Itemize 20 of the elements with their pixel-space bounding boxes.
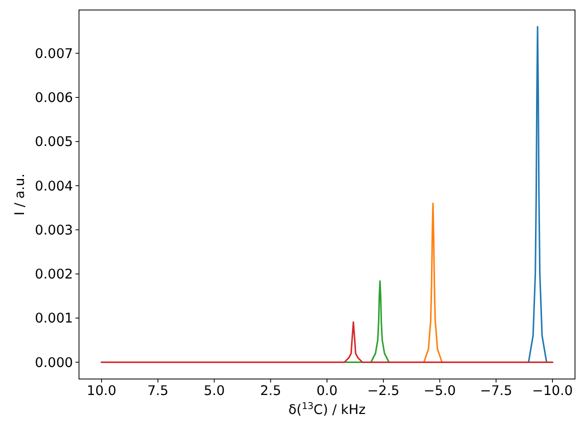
y-tick-label: 0.000 [34, 356, 73, 371]
x-tick-label: 5.0 [204, 384, 225, 399]
line-series [100, 321, 554, 363]
y-tick-label: 0.001 [34, 312, 73, 327]
x-tick-label: 0.0 [316, 384, 338, 399]
x-axis-title: δ($^{13}$C) / kHz [288, 400, 366, 418]
x-tick-label: −5.0 [424, 384, 456, 399]
y-tick-label: 0.004 [34, 179, 73, 194]
y-tick-label: 0.007 [34, 46, 73, 62]
x-tick-label: −2.5 [367, 384, 400, 399]
y-tick-label: 0.005 [34, 135, 73, 150]
x-tick-label: 7.5 [147, 384, 168, 399]
y-tick-label: 0.002 [34, 268, 73, 283]
x-tick-label: −10.0 [532, 384, 573, 399]
x-tick-label: 2.5 [260, 384, 282, 399]
y-tick-label: 0.006 [34, 91, 73, 106]
x-tick-label: −7.5 [480, 384, 512, 399]
x-tick-label: 10.0 [86, 384, 116, 399]
y-tick-label: 0.003 [34, 223, 73, 238]
y-axis-title: I / a.u. [13, 174, 28, 216]
